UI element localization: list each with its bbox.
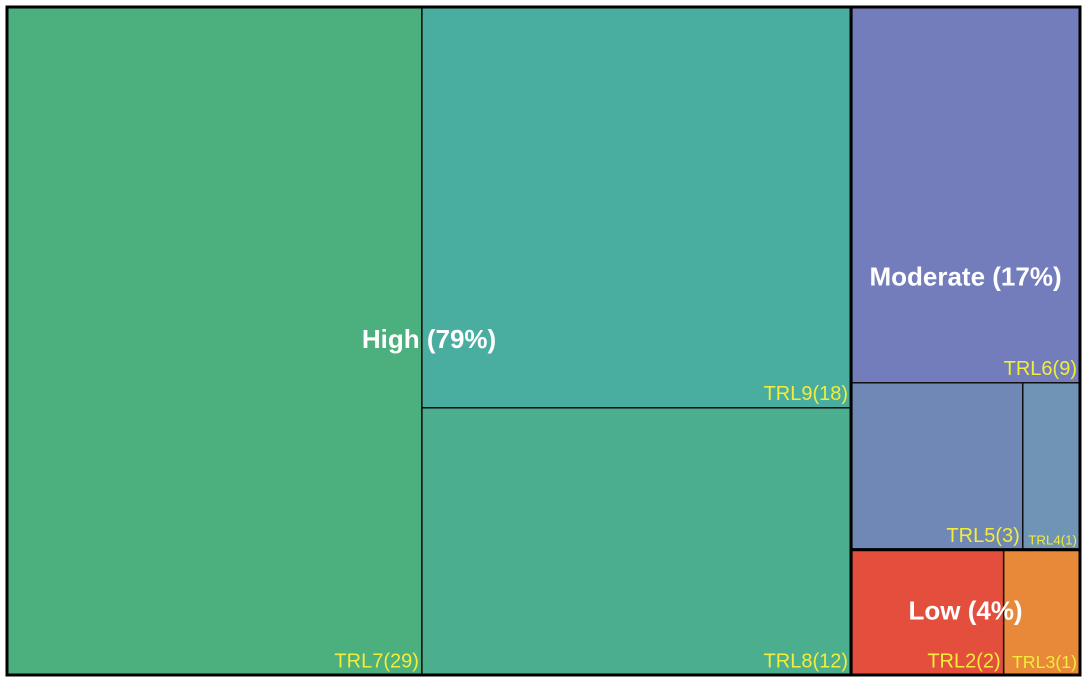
tile-label: TRL9(18) (764, 383, 848, 405)
tile-label: TRL4(1) (1028, 532, 1077, 547)
group-label: Low (4%) (908, 595, 1022, 625)
group-label: High (79%) (362, 324, 496, 354)
tile-label: TRL3(1) (1012, 652, 1077, 672)
treemap-tile (1002, 549, 1081, 676)
outer-border (5, 5, 1082, 677)
treemap-tile (421, 6, 852, 409)
treemap-tile (1022, 382, 1081, 551)
treemap-tile (850, 382, 1024, 551)
treemap-tile (6, 6, 423, 676)
treemap-tile (421, 407, 852, 676)
treemap-tile (850, 549, 1005, 676)
tile-label: TRL2(2) (927, 650, 1000, 672)
treemap-tile (850, 6, 1081, 384)
group-label: Moderate (17%) (869, 261, 1061, 291)
tile-label: TRL7(29) (334, 650, 418, 672)
tile-label: TRL8(12) (764, 650, 848, 672)
tile-label: TRL5(3) (946, 525, 1019, 547)
tile-label: TRL6(9) (1004, 358, 1077, 380)
